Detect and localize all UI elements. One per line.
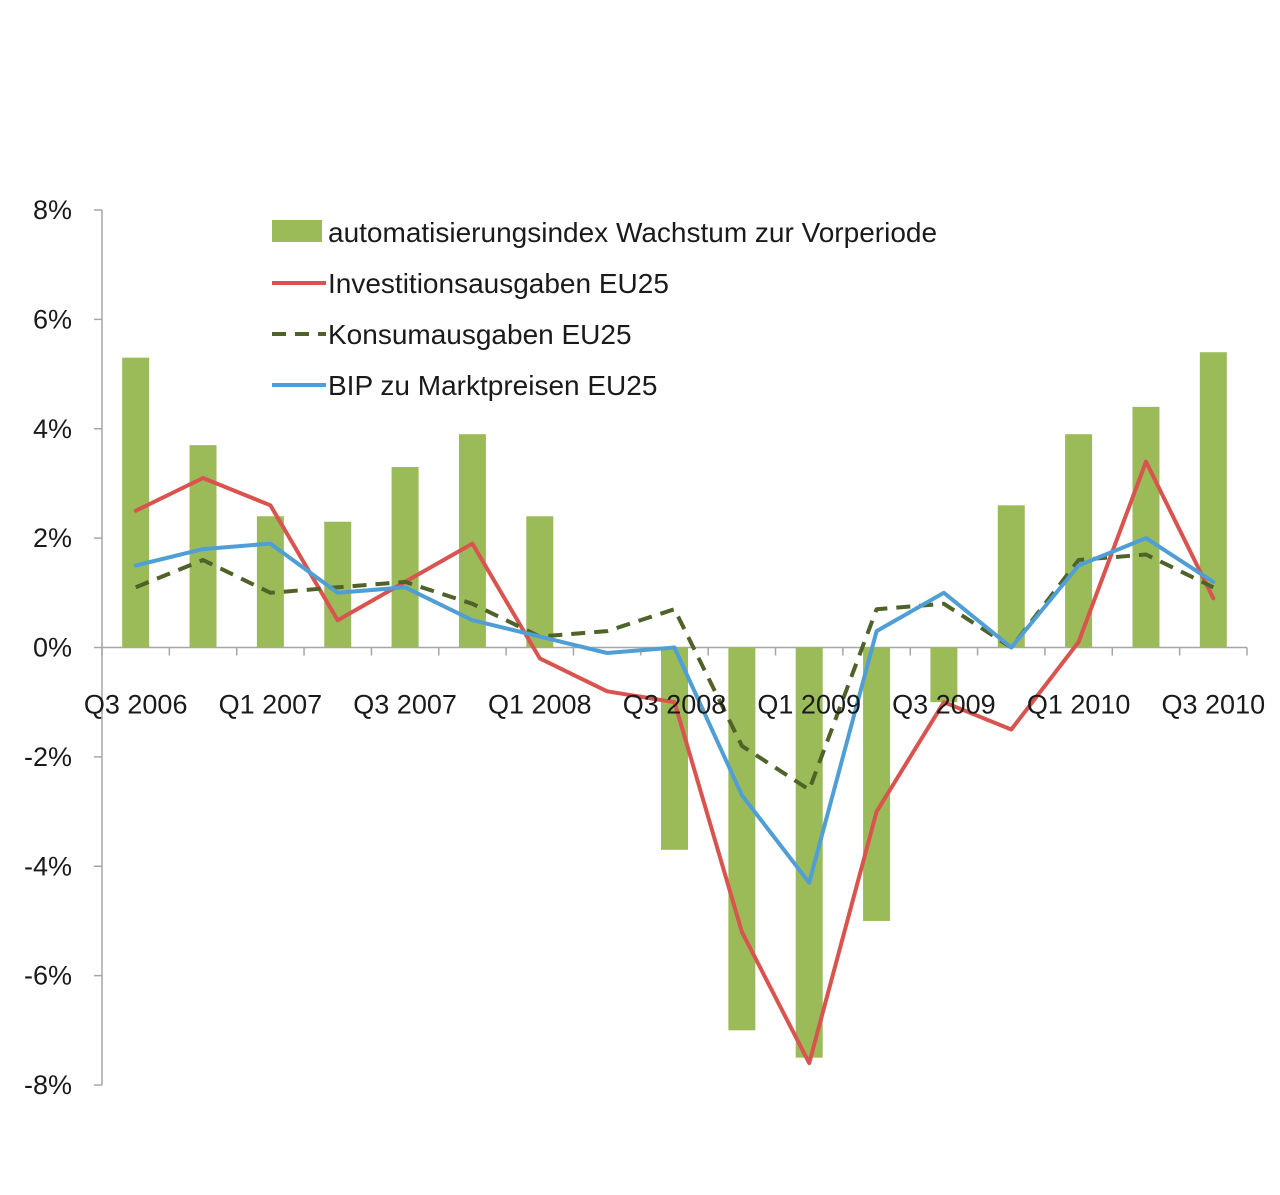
bar <box>1132 406 1160 648</box>
x-tick-labels: Q3 2006 Q1 2007 Q3 2007 Q1 2008 Q3 2008 Q1 20… <box>84 690 1265 720</box>
y-tick-label: -6% <box>24 961 72 991</box>
y-tick-label: 8% <box>33 195 72 225</box>
bar <box>256 516 284 648</box>
x-tick-label: Q3 2010 <box>1162 690 1266 720</box>
bar <box>661 647 688 850</box>
bar <box>122 357 150 648</box>
x-tick-label: Q3 2009 <box>892 690 996 720</box>
y-tick-label: 4% <box>33 414 72 444</box>
bar <box>728 647 756 1031</box>
bar <box>1199 352 1227 648</box>
bar <box>391 467 419 648</box>
x-tick-label: Q1 2007 <box>219 690 323 720</box>
bar <box>526 516 554 648</box>
y-tick-label: 2% <box>33 523 72 553</box>
y-tick-label: 6% <box>33 304 72 334</box>
y-tick-label: -8% <box>24 1070 72 1100</box>
x-tick-label: Q1 2010 <box>1027 690 1131 720</box>
bar <box>863 647 891 921</box>
series-line <box>133 459 1216 1066</box>
axes: 8% 6% 4% 2% 0% -2% -4% -6% -8% <box>24 195 1248 1100</box>
x-tick-label: Q3 2006 <box>84 690 188 720</box>
legend: automatisierungsindex Wachstum zur Vorpe… <box>272 217 937 401</box>
y-tick-label: 0% <box>33 633 72 663</box>
series-line <box>133 536 1216 885</box>
legend-label: Investitionsausgaben EU25 <box>328 268 669 299</box>
y-tick-label: -2% <box>24 742 72 772</box>
bar <box>997 505 1025 648</box>
legend-label: automatisierungsindex Wachstum zur Vorpe… <box>328 217 937 248</box>
bar <box>458 434 486 648</box>
y-tick-label: -4% <box>24 851 72 881</box>
x-tick-label: Q1 2008 <box>488 690 592 720</box>
legend-label: Konsumausgaben EU25 <box>328 319 632 350</box>
bar <box>1065 434 1093 648</box>
x-tick-label: Q3 2007 <box>353 690 457 720</box>
line-series <box>133 459 1216 1066</box>
legend-label: BIP zu Marktpreisen EU25 <box>328 370 657 401</box>
bar <box>930 647 958 703</box>
legend-swatch <box>272 220 322 242</box>
x-tick-label: Q3 2008 <box>623 690 727 720</box>
x-tick-label: Q1 2009 <box>757 690 861 720</box>
